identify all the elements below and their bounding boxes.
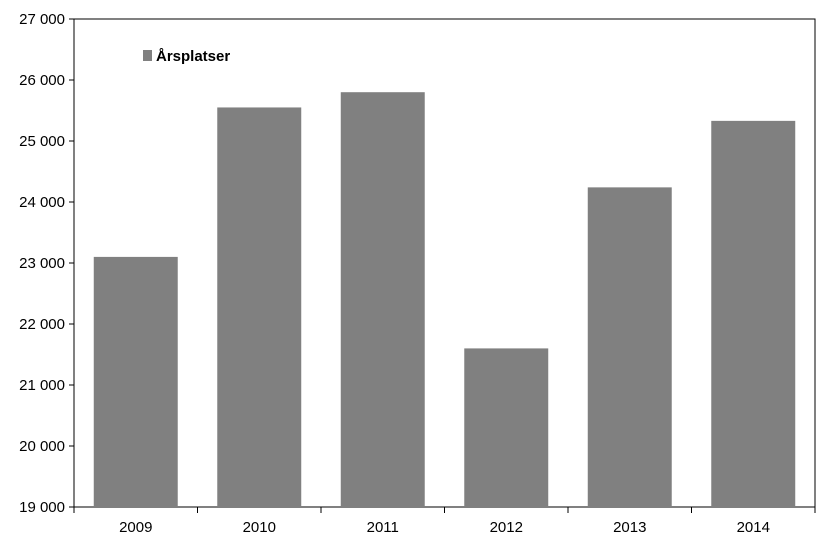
legend: Årsplatser bbox=[143, 48, 230, 65]
y-tick-label: 21 000 bbox=[19, 377, 65, 394]
bar-2011 bbox=[340, 92, 425, 507]
bar-2013 bbox=[587, 187, 672, 508]
x-axis: 2009 2010 2011 2012 2013 2014 bbox=[73, 507, 816, 536]
x-tick-label: 2010 bbox=[243, 519, 276, 536]
y-tick-label: 19 000 bbox=[19, 499, 65, 516]
y-tick-label: 24 000 bbox=[19, 194, 65, 211]
bar-2012 bbox=[464, 348, 549, 507]
bar-2009 bbox=[93, 256, 178, 507]
legend-swatch bbox=[143, 50, 152, 61]
y-axis: 19 000 20 000 21 000 22 000 23 000 24 000 25 0… bbox=[19, 11, 74, 516]
legend-label: Årsplatser bbox=[156, 48, 230, 65]
y-tick-label: 22 000 bbox=[19, 316, 65, 333]
y-tick-label: 20 000 bbox=[19, 438, 65, 455]
bar-series bbox=[93, 92, 796, 508]
y-tick-label: 25 000 bbox=[19, 133, 65, 150]
bar-2010 bbox=[217, 107, 302, 507]
bar-2014 bbox=[711, 120, 796, 508]
plot-frame bbox=[73, 18, 816, 508]
y-tick-label: 27 000 bbox=[19, 11, 65, 28]
x-tick-label: 2013 bbox=[613, 519, 646, 536]
y-tick-label: 26 000 bbox=[19, 72, 65, 89]
x-tick-label: 2009 bbox=[119, 519, 152, 536]
x-tick-label: 2014 bbox=[737, 519, 770, 536]
y-tick-label: 23 000 bbox=[19, 255, 65, 272]
x-tick-label: 2012 bbox=[490, 519, 523, 536]
x-tick-label: 2011 bbox=[367, 519, 399, 536]
